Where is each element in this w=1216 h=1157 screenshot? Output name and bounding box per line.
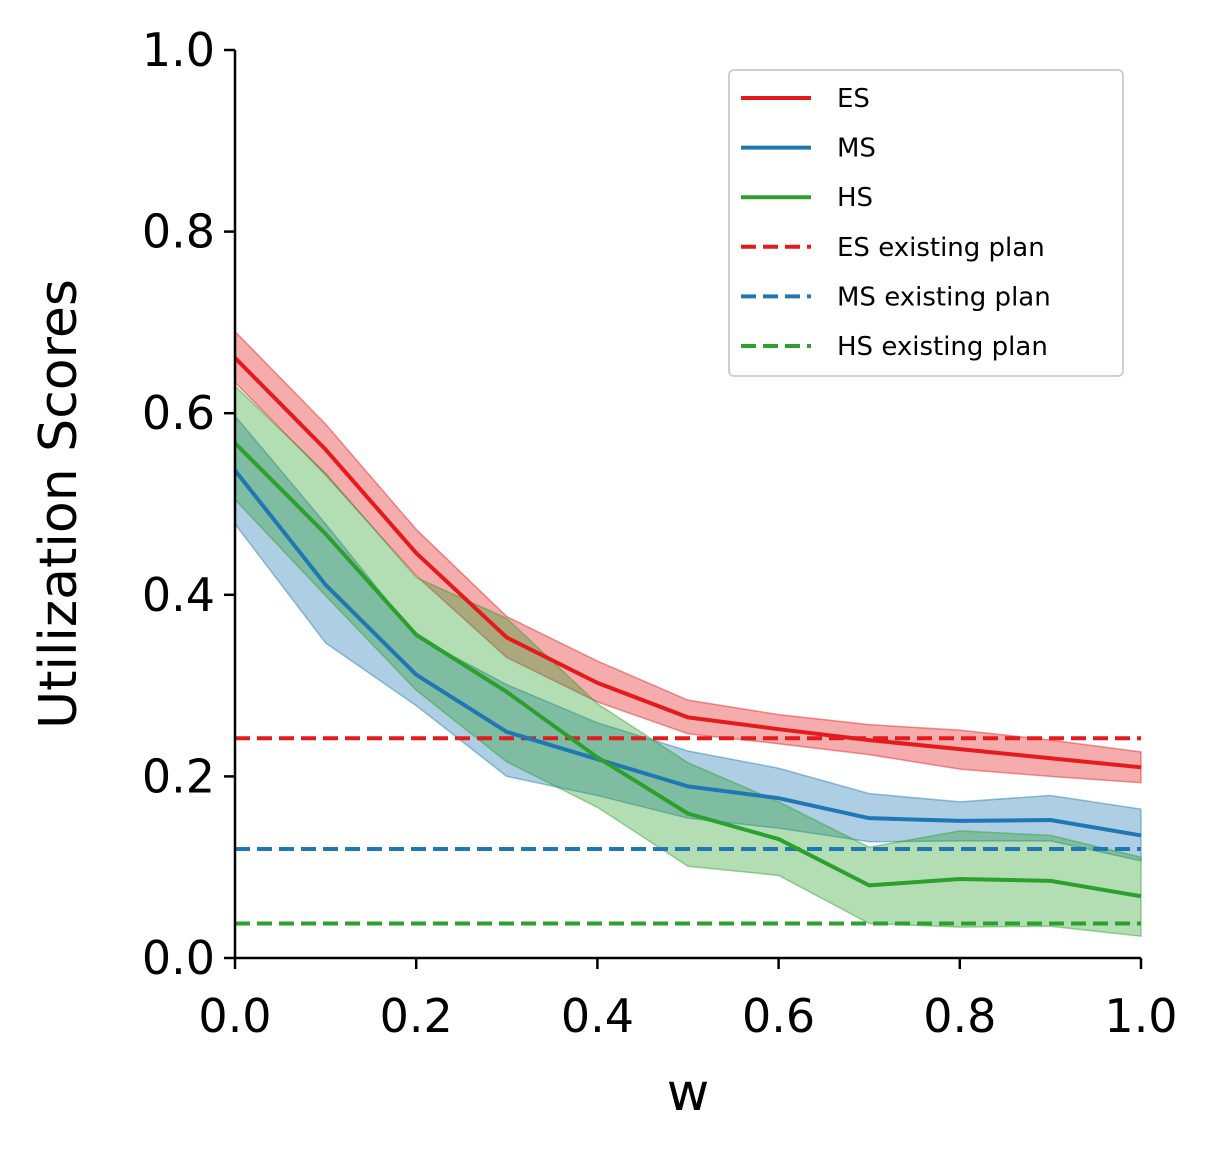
y-tick-label: 0.6	[142, 386, 215, 440]
y-axis-title: Utilization Scores	[29, 279, 89, 729]
x-axis-ticks: 0.0 0.2 0.4 0.6 0.8 1.0	[198, 958, 1178, 1043]
legend-label-es-existing-plan: ES existing plan	[837, 233, 1045, 263]
ms-band	[234, 413, 1142, 862]
y-axis-ticks: 0.0 0.2 0.4 0.6 0.8 1.0	[142, 23, 235, 985]
y-tick-label: 0.8	[142, 205, 215, 259]
x-tick-label: 0.2	[380, 989, 453, 1043]
x-tick-label: 0.4	[561, 989, 634, 1043]
x-tick-label: 0.8	[923, 989, 996, 1043]
hs-line	[233, 441, 1142, 899]
y-tick-label: 0.2	[142, 749, 215, 803]
series-lines	[233, 356, 1142, 899]
confidence-bands	[234, 329, 1142, 938]
y-tick-label: 0.0	[142, 931, 215, 985]
x-tick-label: 1.0	[1104, 989, 1177, 1043]
es-line	[233, 356, 1142, 770]
legend-frame	[728, 69, 1124, 377]
existing-plan-lines	[235, 736, 1141, 926]
x-tick-label: 0.0	[198, 989, 271, 1043]
x-tick-label: 0.6	[742, 989, 815, 1043]
legend-label-hs-existing-plan: HS existing plan	[837, 332, 1048, 362]
legend-label-ms-existing-plan: MS existing plan	[837, 282, 1051, 312]
legend-label-hs: HS	[837, 183, 873, 213]
ms-line	[233, 469, 1142, 838]
y-tick-label: 1.0	[142, 23, 215, 77]
legend: ES MS HS ES existing plan MS existing plan HS…	[728, 69, 1124, 377]
y-tick-label: 0.4	[142, 568, 215, 622]
legend-label-es: ES	[837, 84, 870, 114]
legend-label-ms: MS	[837, 134, 876, 164]
es-band	[234, 329, 1142, 784]
x-axis-title: w	[667, 1063, 710, 1123]
